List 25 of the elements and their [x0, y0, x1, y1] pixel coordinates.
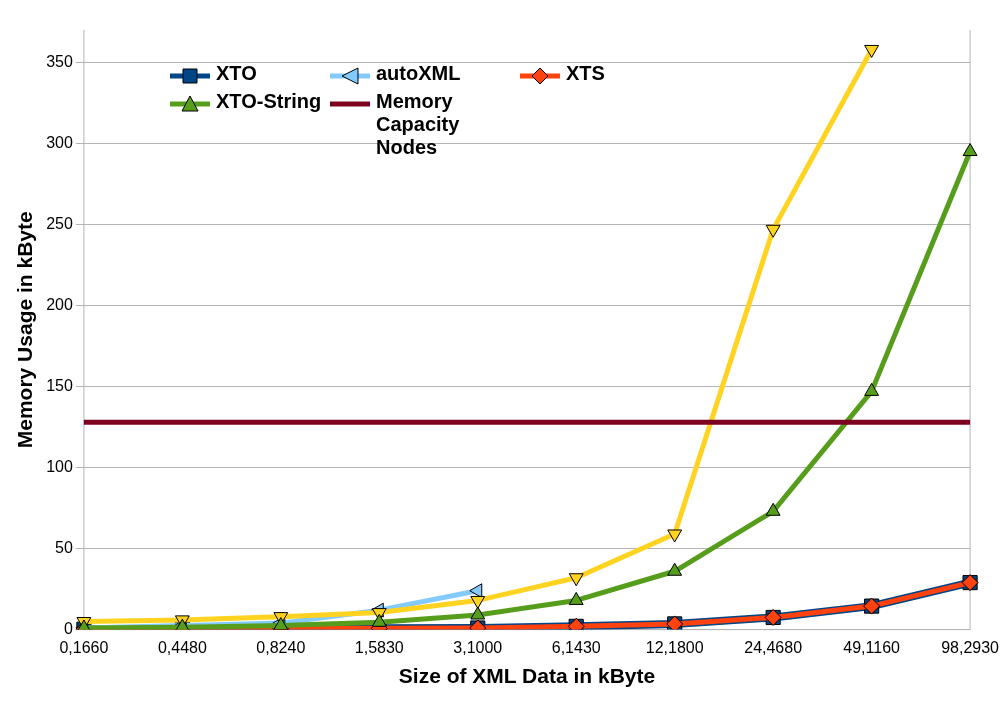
y-tick-label: 150 [46, 376, 73, 394]
x-tick-label: 0,4480 [157, 638, 207, 656]
legend-label: XTO-String [216, 90, 322, 113]
legend-label: Memory Capacity Nodes [376, 90, 461, 159]
y-tick-label: 300 [46, 133, 73, 151]
x-axis-title: Size of XML Data in kByte [398, 664, 656, 688]
x-tick-label: 0,1660 [59, 638, 109, 656]
x-tick-label: 0,8240 [256, 638, 306, 656]
y-tick-label: 0 [63, 620, 73, 638]
y-axis-title: Memory Usage in kByte [13, 211, 37, 449]
x-tick-label: 24,4680 [744, 638, 803, 656]
legend-label: XTS [566, 62, 605, 85]
x-tick-label: 12,1800 [645, 638, 704, 656]
legend-label: autoXML [376, 62, 461, 85]
x-tick-label: 98,2930 [941, 638, 1000, 656]
x-tick-label: 1,5830 [354, 638, 404, 656]
y-tick-label: 100 [46, 457, 73, 475]
x-tick-label: 3,1000 [453, 638, 503, 656]
y-tick-label: 200 [46, 295, 73, 313]
x-tick-label: 6,1430 [551, 638, 601, 656]
y-tick-label: 250 [46, 214, 73, 232]
legend-label: XTO [216, 62, 257, 85]
y-tick-label: 50 [55, 538, 73, 556]
x-tick-label: 49,1160 [843, 638, 901, 656]
y-tick-label: 350 [46, 52, 73, 70]
